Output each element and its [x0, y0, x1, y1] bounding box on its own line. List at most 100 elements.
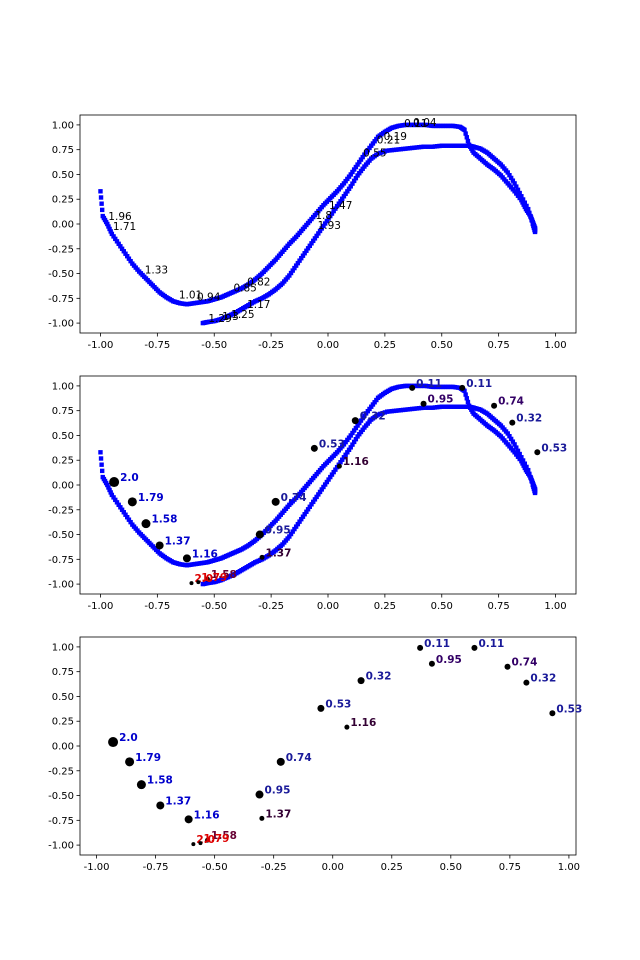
trajectory-point [126, 517, 132, 522]
point-label: 1.47 [329, 200, 352, 212]
trajectory-point [119, 246, 125, 251]
point-label: 0.11 [478, 638, 504, 650]
x-tick-label: -0.50 [201, 601, 227, 612]
trajectory-point [297, 519, 302, 524]
x-tick-label: -1.00 [88, 601, 114, 612]
trajectory-point [362, 425, 367, 430]
trajectory-point [328, 213, 333, 219]
point-label: 0.32 [530, 673, 556, 685]
trajectory-point [338, 460, 343, 465]
marker-point [156, 801, 165, 810]
trajectory-point [341, 455, 347, 460]
trajectory-point [514, 445, 519, 450]
trajectory-point [113, 497, 118, 503]
trajectory-point [119, 507, 125, 512]
y-tick-label: -0.75 [48, 555, 74, 566]
trajectory-point [396, 147, 401, 152]
trajectory-point [343, 439, 348, 445]
y-tick-label: 0.75 [52, 667, 74, 678]
trajectory-point [528, 475, 533, 480]
point-label: 0.32 [516, 413, 542, 425]
point-label: 1.96 [108, 211, 132, 223]
y-tick-label: 0.75 [52, 406, 74, 417]
trajectory-point [369, 143, 374, 148]
x-tick-label: -0.50 [201, 340, 227, 351]
marker-point [336, 463, 342, 469]
y-tick-label: -0.75 [48, 294, 74, 305]
trajectory-point [357, 159, 362, 165]
point-label: 1.16 [194, 809, 220, 821]
marker-point [136, 780, 146, 790]
trajectory-point [98, 450, 103, 455]
trajectory-point [520, 461, 525, 466]
trajectory-point [507, 172, 512, 178]
trajectory-point [302, 251, 307, 256]
point-label: 0.32 [360, 411, 386, 423]
middle-panel: -1.00 -0.75 -0.50 -0.25 0.00 0.25 0.50 0.75 1.00… [48, 375, 577, 612]
marker-point [420, 400, 427, 407]
trajectory-point [353, 164, 359, 170]
trajectory-point [341, 442, 347, 447]
y-tick-label: -0.50 [48, 269, 74, 280]
point-label: 0.32 [366, 671, 392, 683]
trajectory-point [365, 147, 371, 153]
trajectory-point [99, 207, 105, 213]
trajectory-point [305, 507, 311, 512]
marker-point [409, 384, 416, 391]
x-tick-label: -0.75 [144, 601, 170, 612]
trajectory-point [98, 195, 104, 200]
trajectory-point [387, 409, 392, 414]
trajectory-point [403, 146, 408, 151]
trajectory-point [292, 526, 297, 532]
trajectory-point [425, 405, 431, 410]
x-tick-label: 0.75 [488, 340, 510, 351]
trajectory-point [290, 529, 295, 534]
trajectory-point [462, 388, 467, 394]
point-label: 1.58 [151, 514, 177, 526]
trajectory-point [414, 406, 419, 411]
trajectory-point [527, 210, 532, 216]
marker-point [417, 644, 424, 651]
point-label: 0.11 [416, 378, 442, 390]
trajectory-point [334, 203, 340, 209]
trajectory-point [432, 405, 438, 410]
marker-point [504, 663, 511, 670]
trajectory-point [333, 467, 338, 472]
point-label: 1.37 [265, 808, 291, 820]
trajectory-point [343, 178, 348, 184]
point-label: 0.53 [325, 698, 351, 710]
trajectory-point [514, 191, 519, 196]
trajectory-point [118, 244, 123, 249]
trajectory-point [357, 420, 362, 426]
trajectory-point [295, 521, 301, 527]
trajectory-point [322, 221, 328, 226]
point-label: 1.25 [231, 309, 254, 321]
trajectory-point [403, 407, 408, 412]
point-label: 0.11 [404, 118, 427, 130]
trajectory-point [432, 144, 438, 149]
marker-point [198, 841, 203, 846]
trajectory-point [321, 484, 326, 490]
point-label: 1.71 [113, 221, 136, 233]
trajectory-point [341, 194, 347, 199]
trajectory-point [389, 408, 394, 414]
y-tick-label: 0.75 [52, 145, 74, 156]
trajectory-point [351, 439, 357, 445]
trajectory-point [340, 196, 345, 201]
trajectory-point [348, 184, 353, 189]
y-tick-label: -0.75 [48, 816, 74, 827]
trajectory-point [355, 162, 360, 167]
point-label: 0.53 [556, 703, 582, 715]
trajectory-point [462, 127, 467, 133]
trajectory-point [109, 231, 115, 237]
trajectory-point [107, 487, 112, 493]
trajectory-point [348, 172, 353, 177]
trajectory-point [200, 581, 206, 587]
trajectory-point [398, 407, 404, 413]
trajectory-point [430, 144, 435, 149]
trajectory-point [378, 150, 383, 156]
trajectory-point [405, 146, 410, 151]
point-label: 1.79 [201, 572, 227, 584]
point-label: 0.04 [413, 117, 437, 129]
trajectory-point [421, 144, 426, 149]
